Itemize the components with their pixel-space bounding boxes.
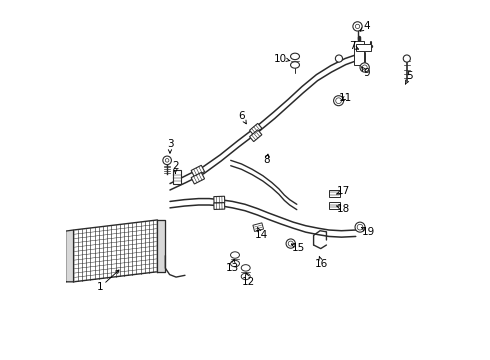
Bar	[329, 202, 340, 209]
Bar	[249, 130, 262, 141]
Text: 18: 18	[337, 203, 350, 213]
Circle shape	[165, 158, 169, 162]
Text: 10: 10	[274, 54, 290, 64]
Circle shape	[357, 224, 363, 230]
Text: 16: 16	[315, 256, 328, 269]
Circle shape	[403, 55, 411, 62]
Text: 5: 5	[406, 71, 413, 84]
Ellipse shape	[241, 265, 250, 271]
Text: 3: 3	[167, 139, 173, 153]
Text: 1: 1	[97, 270, 119, 292]
Circle shape	[335, 55, 343, 62]
Bar	[253, 223, 264, 231]
Circle shape	[334, 96, 343, 106]
Text: 8: 8	[263, 154, 270, 165]
Ellipse shape	[230, 252, 240, 258]
Bar	[214, 196, 225, 203]
Bar	[249, 123, 262, 135]
Ellipse shape	[291, 62, 299, 68]
Text: 2: 2	[172, 161, 179, 174]
Bar	[356, 44, 371, 51]
Ellipse shape	[291, 53, 299, 60]
Polygon shape	[157, 220, 165, 272]
Polygon shape	[74, 220, 157, 282]
Ellipse shape	[230, 260, 240, 267]
Text: 9: 9	[361, 67, 370, 78]
Text: 6: 6	[238, 111, 246, 124]
Circle shape	[288, 241, 293, 246]
Circle shape	[362, 65, 367, 70]
Circle shape	[353, 22, 362, 31]
Bar	[191, 165, 204, 177]
Circle shape	[355, 222, 365, 232]
Circle shape	[360, 63, 369, 72]
Circle shape	[286, 239, 295, 248]
Circle shape	[163, 156, 172, 165]
Ellipse shape	[241, 273, 250, 280]
Circle shape	[336, 98, 342, 104]
Text: 19: 19	[362, 227, 375, 237]
Text: 14: 14	[254, 228, 268, 240]
Text: 13: 13	[226, 260, 239, 273]
Bar	[173, 170, 181, 184]
Text: 11: 11	[339, 93, 352, 103]
Bar	[214, 203, 225, 210]
Text: 15: 15	[292, 243, 305, 253]
Circle shape	[355, 24, 360, 28]
Text: 17: 17	[337, 186, 350, 197]
Text: 12: 12	[242, 273, 255, 287]
Bar	[329, 190, 340, 197]
Text: 4: 4	[360, 21, 370, 31]
Polygon shape	[66, 230, 74, 282]
Bar	[354, 41, 364, 64]
Text: 7: 7	[349, 41, 359, 51]
Bar	[191, 172, 204, 184]
